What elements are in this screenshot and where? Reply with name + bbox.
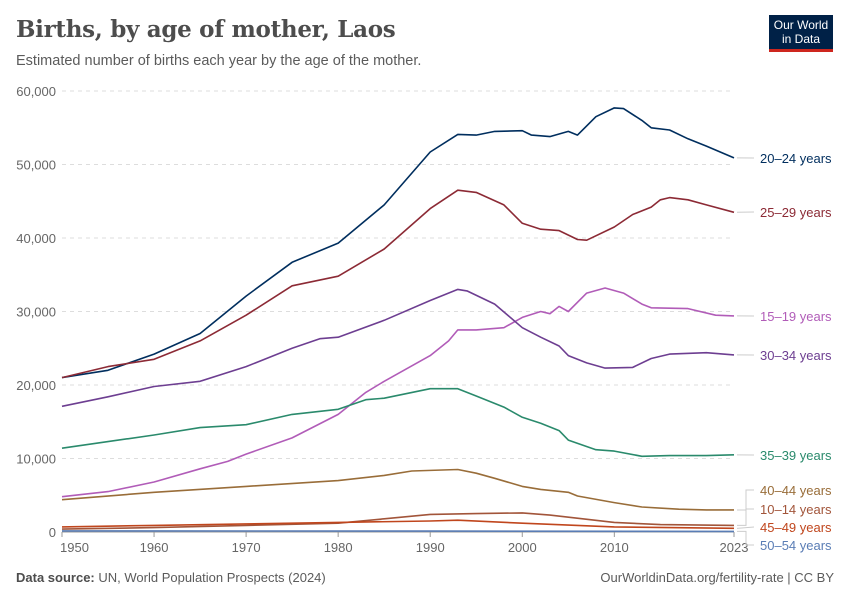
y-tick-label: 30,000 [16,305,56,320]
series-line-3 [61,288,735,408]
chart-subtitle: Estimated number of births each year by … [16,53,422,69]
label-connector [737,530,754,546]
x-tick-label: 1980 [324,540,353,555]
series-line-8 [61,530,735,533]
y-tick-label: 40,000 [16,231,56,246]
series-line-6 [61,512,735,530]
label-connector [737,508,754,526]
x-tick-label: 1970 [232,540,261,555]
label-connector [737,489,754,511]
x-tick-label: 1990 [416,540,445,555]
y-tick-label: 50,000 [16,158,56,173]
series-line-5 [61,468,734,511]
y-tick-label: 20,000 [16,378,56,393]
series-label: 40–44 years [760,483,832,498]
y-tick-label: 60,000 [16,84,56,99]
series-line-4 [61,387,735,458]
data-source: Data source: UN, World Population Prospe… [16,570,326,585]
y-tick-label: 10,000 [16,452,56,467]
y-tick-label: 0 [49,525,56,540]
owid-logo[interactable]: Our World in Data [769,15,833,52]
x-tick-label: 2023 [720,540,749,555]
series-line-2 [61,287,735,498]
series-line-7 [61,519,735,530]
series-label: 45–49 years [760,520,832,535]
x-tick-label: 2000 [508,540,537,555]
chart-title: Births, by age of mother, Laos [16,16,396,43]
source-label: Data source: [16,570,95,585]
series-label: 15–19 years [760,309,832,324]
series-line-1 [61,189,735,379]
series-label: 35–39 years [760,448,832,463]
source-text: UN, World Population Prospects (2024) [98,570,326,585]
x-tick-label: 2010 [600,540,629,555]
label-connector [736,526,755,529]
x-tick-label: 1950 [60,540,89,555]
series-label: 25–29 years [760,205,832,220]
series-label: 20–24 years [760,151,832,166]
footer-link[interactable]: OurWorldinData.org/fertility-rate | CC B… [600,570,834,585]
x-tick-label: 1960 [140,540,169,555]
series-label: 30–34 years [760,348,832,363]
series-line-0 [61,107,735,379]
series-label: 10–14 years [760,502,832,517]
series-label: 50–54 years [760,538,832,553]
